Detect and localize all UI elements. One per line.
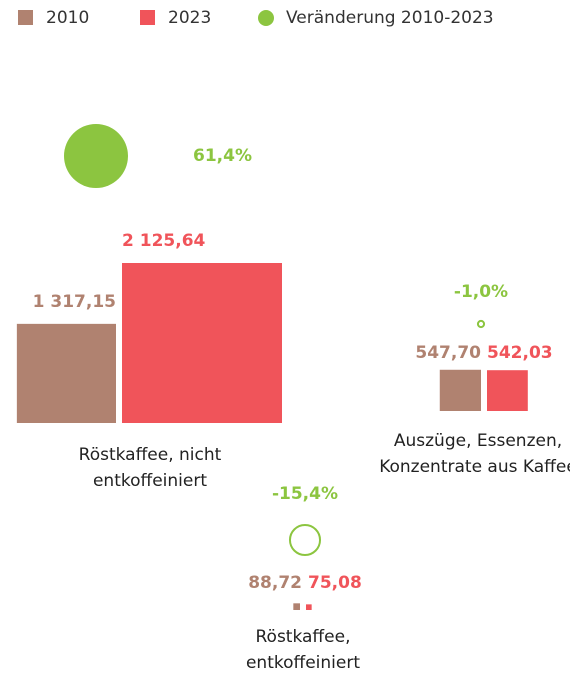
square-2023 — [122, 263, 282, 423]
value-label: 88,72 — [248, 573, 302, 593]
category-label: Auszüge, Essenzen, Konzentrate aus Kaffe… — [379, 431, 570, 477]
change-circle — [476, 319, 486, 329]
legend-label: 2010 — [46, 8, 89, 28]
square-2010 — [293, 603, 300, 610]
value-label: 75,08 — [308, 573, 362, 593]
value-label: 542,03 — [487, 343, 553, 363]
square-2023 — [487, 370, 528, 411]
category-label: Röstkaffee, entkoffeiniert — [245, 627, 361, 673]
legend-swatch — [18, 10, 33, 25]
square-2010 — [439, 369, 481, 411]
change-circle — [64, 124, 128, 188]
category-label: Röstkaffee, nicht entkoffeiniert — [78, 445, 222, 491]
legend-label: 2023 — [168, 8, 211, 28]
legend-label: Veränderung 2010-2023 — [286, 8, 494, 28]
change-label: -1,0% — [454, 282, 508, 302]
value-label: 2 125,64 — [122, 231, 206, 251]
square-2010 — [16, 323, 116, 423]
change-circle — [288, 523, 322, 557]
value-label: 1 317,15 — [33, 292, 116, 312]
legend-swatch — [258, 10, 274, 26]
square-2023 — [306, 604, 312, 610]
change-label: 61,4% — [193, 146, 252, 166]
value-label: 547,70 — [415, 343, 481, 363]
legend-swatch — [140, 10, 155, 25]
change-label: -15,4% — [272, 484, 338, 504]
